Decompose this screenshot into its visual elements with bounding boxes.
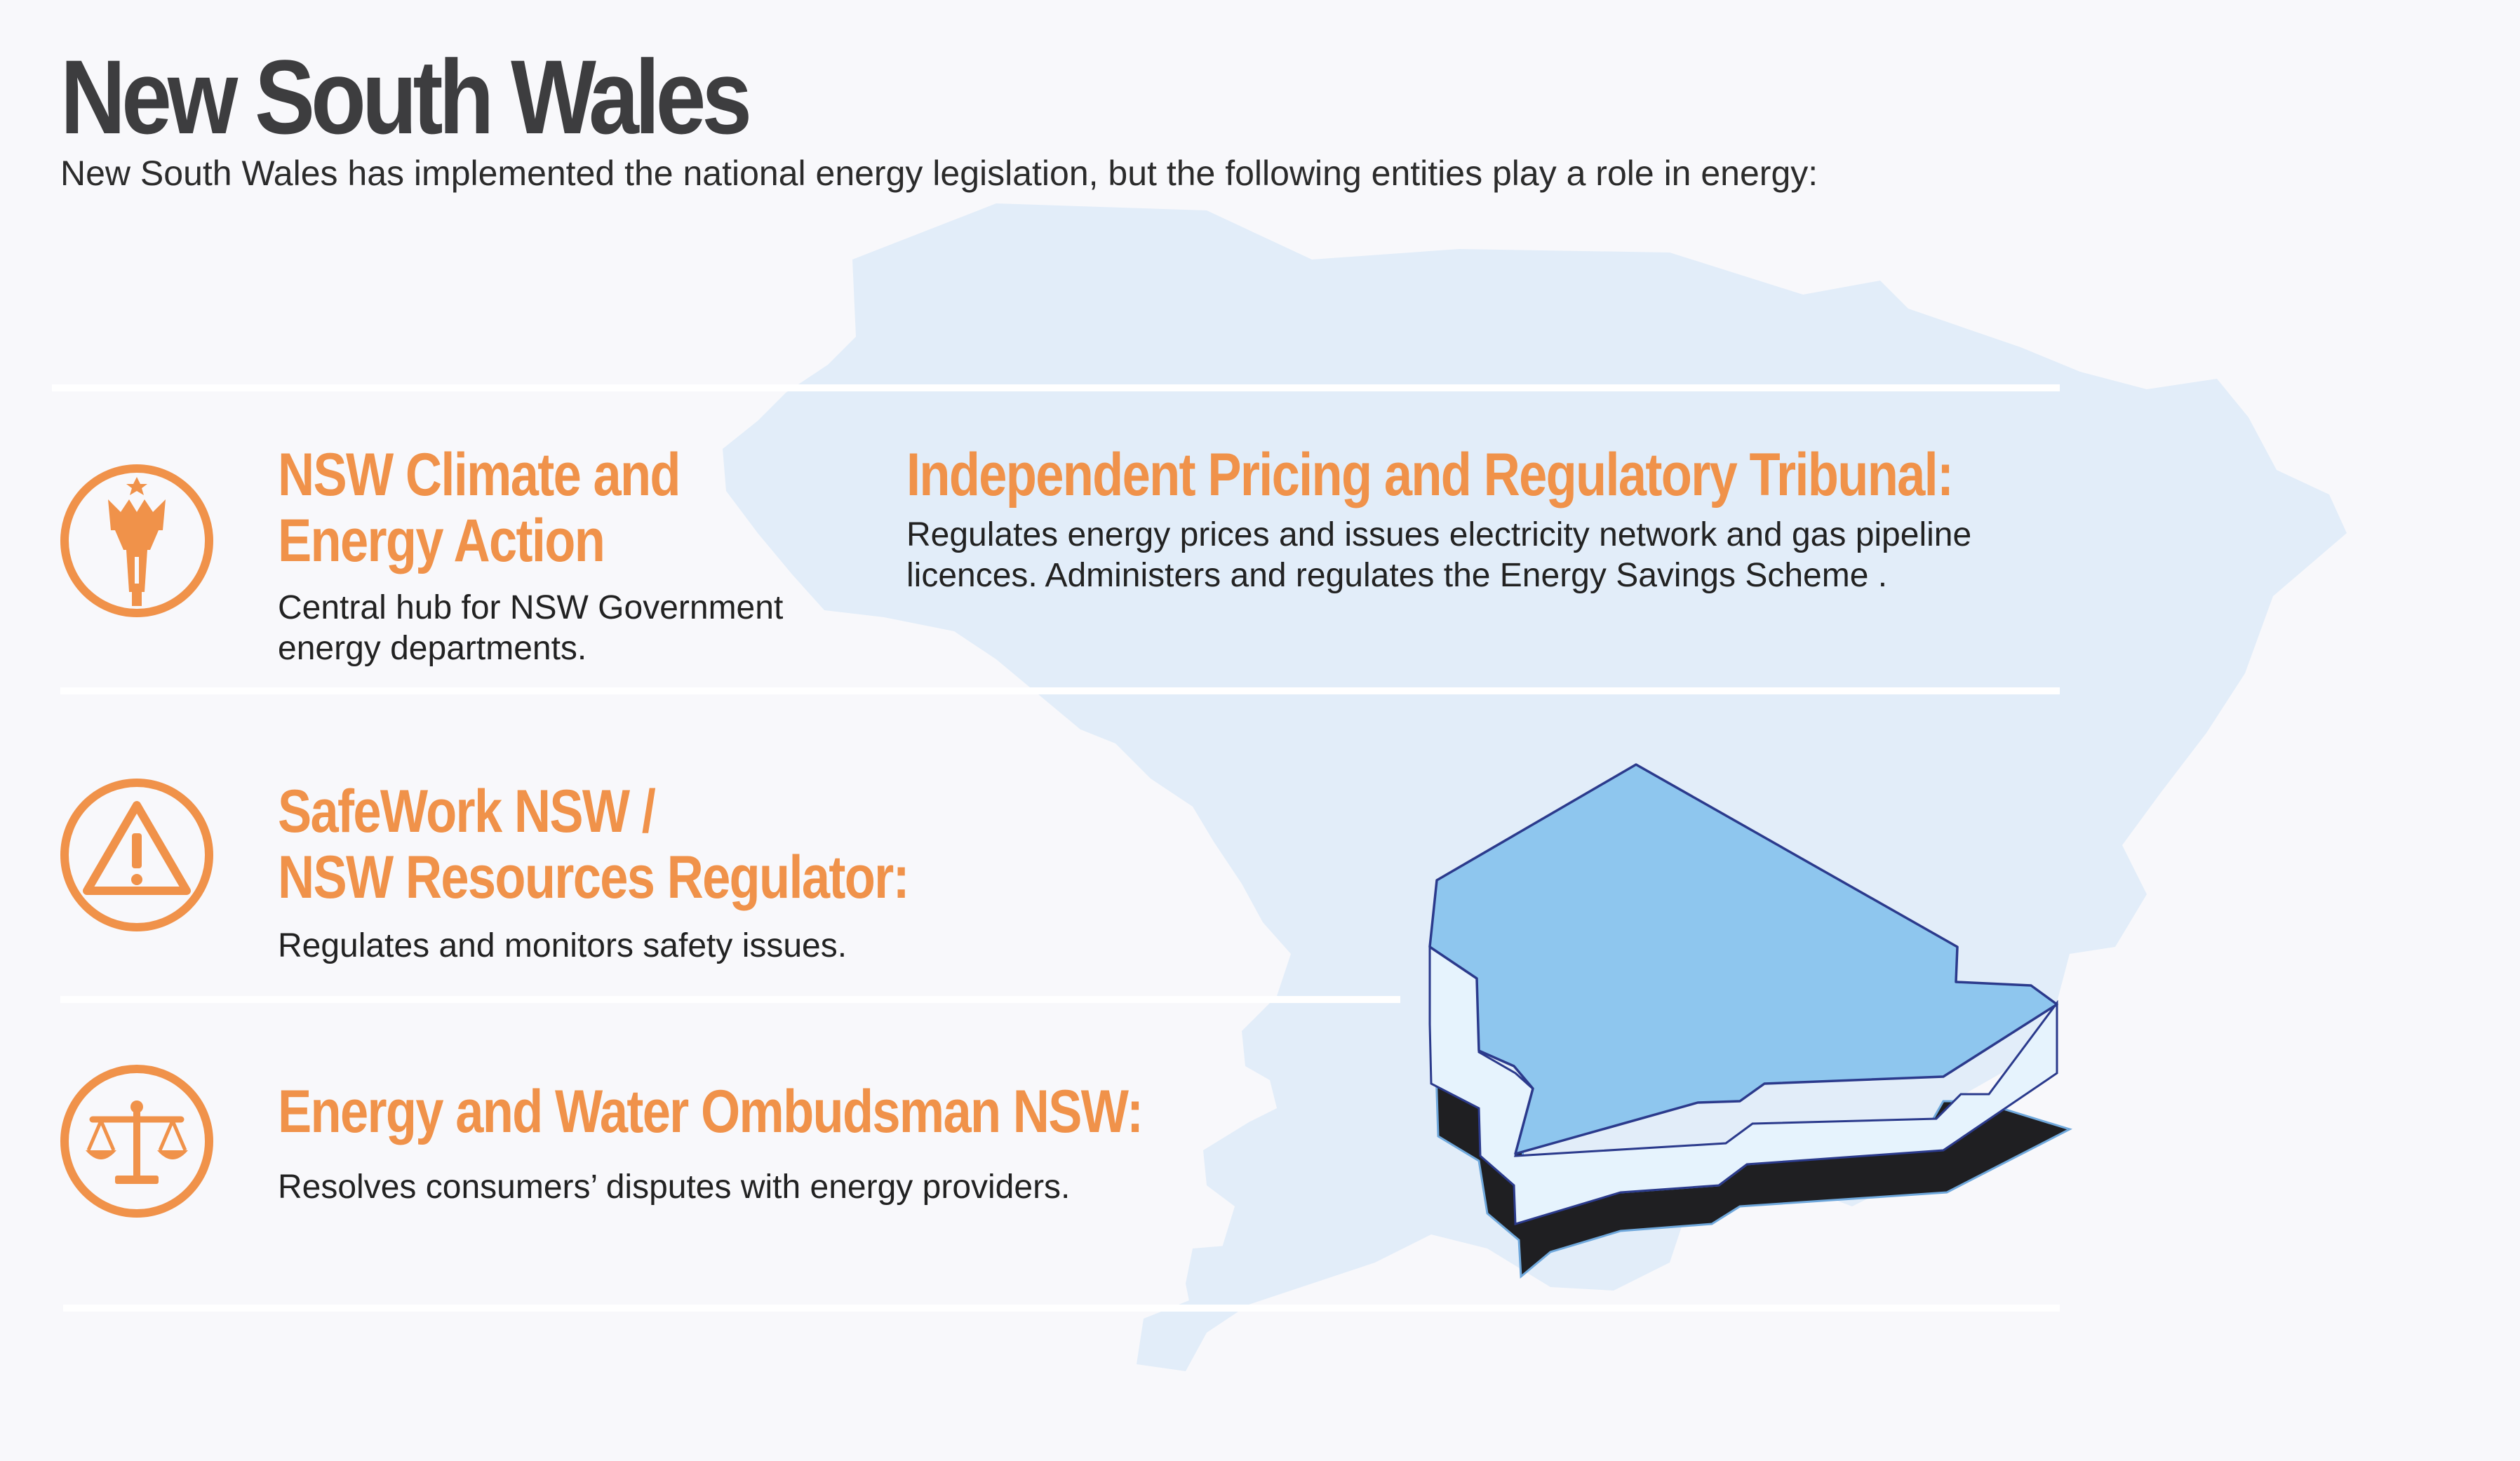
divider-2 (60, 687, 2060, 694)
divider-top (52, 384, 2060, 391)
entity-desc-ipart: Regulates energy prices and issues elect… (906, 516, 1972, 594)
crown-torch-icon (60, 464, 213, 617)
background-map-shape (723, 203, 2347, 1371)
nsw-map-top (1428, 763, 2058, 1155)
entity-title-safework: SafeWork NSW / NSW Resources Regulator: (278, 778, 910, 911)
divider-bottom (63, 1305, 2060, 1312)
entity-desc-climate-energy-action: Central hub for NSW Government energy de… (278, 589, 784, 667)
entity-title-climate-energy-action: NSW Climate and Energy Action (278, 441, 681, 574)
page-title: New South Wales (60, 38, 752, 156)
nsw-3d-map (1428, 763, 2072, 1279)
divider-3 (60, 996, 1400, 1003)
entity-title-ombudsman: Energy and Water Ombudsman NSW: (278, 1078, 1144, 1145)
entity-desc-safework: Regulates and monitors safety issues. (278, 927, 847, 964)
entity-title-ipart: Independent Pricing and Regulatory Tribu… (906, 441, 1954, 509)
warning-triangle-icon (60, 779, 213, 931)
page-subtitle: New South Wales has implemented the nati… (60, 154, 1818, 193)
entity-desc-ombudsman: Resolves consumers’ disputes with energy… (278, 1169, 1071, 1206)
background-island (1186, 1245, 1238, 1319)
scales-of-justice-icon (60, 1065, 213, 1218)
